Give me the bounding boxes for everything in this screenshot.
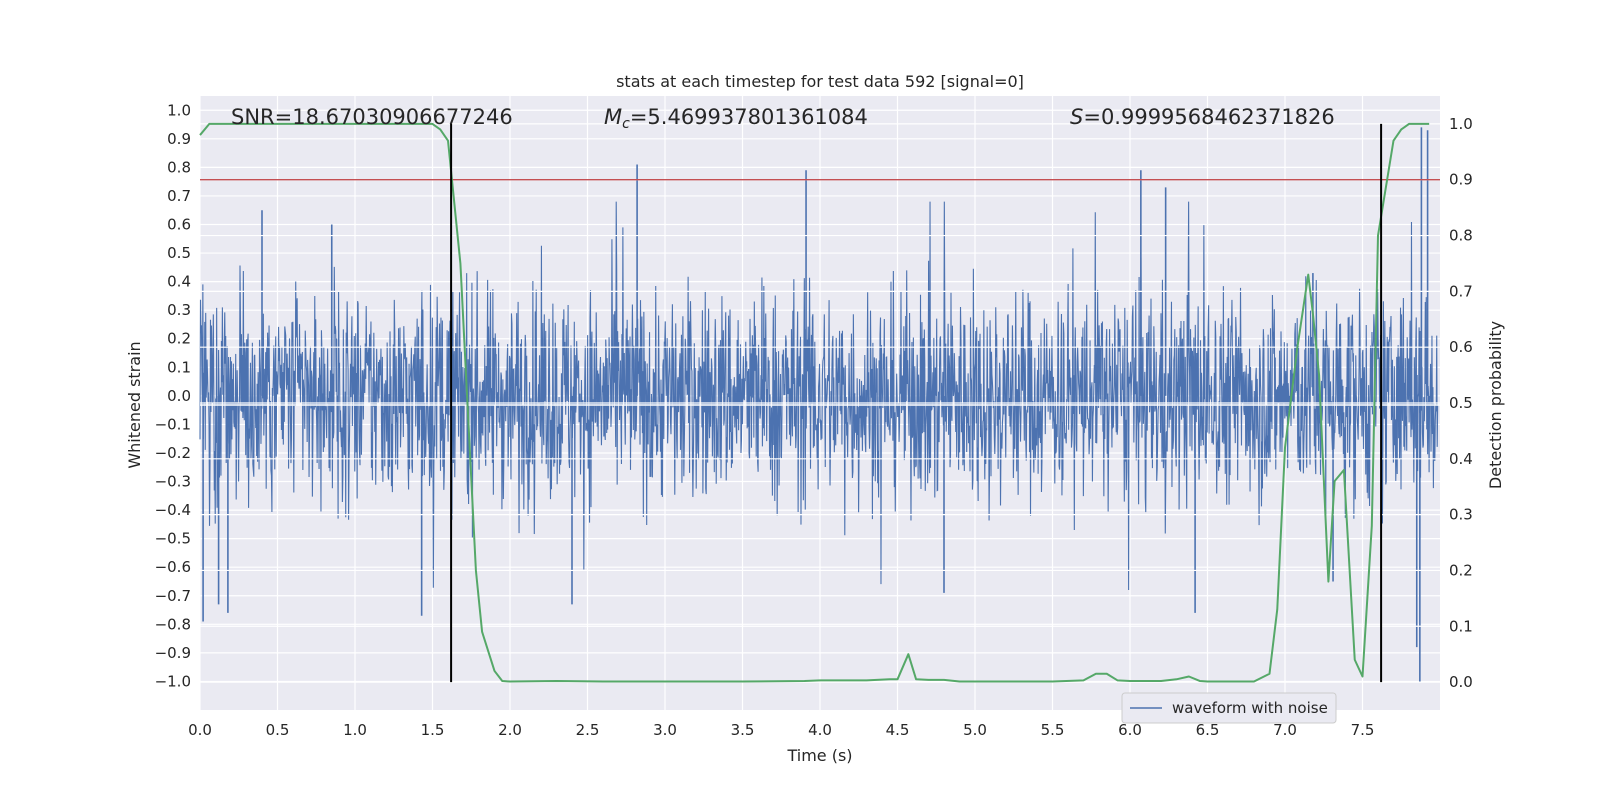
chirp-mass-annotation: Mc=5.469937801361084: [604, 105, 868, 132]
y-right-tick-label: 0.1: [1449, 617, 1473, 635]
y-left-tick-label: 0.9: [167, 130, 191, 148]
y-right-tick-label: 0.3: [1449, 506, 1473, 524]
x-tick-label: 1.0: [343, 721, 367, 739]
detection-probability-series: [199, 122, 1430, 683]
x-tick-label: 6.5: [1196, 721, 1220, 739]
y-left-tick-label: 0.0: [167, 387, 191, 405]
legend-label: waveform with noise: [1172, 699, 1328, 717]
y-right-tick-label: 0.7: [1449, 282, 1473, 300]
probability-line: [199, 122, 1430, 683]
y-axis-label-left: Whitened strain: [125, 341, 144, 468]
y-right-tick-label: 0.6: [1449, 338, 1473, 356]
tick-labels: 0.0 0.5 1.0 1.5 2.0 2.5 3.0 3.5 4.0 4.5 5.0 5.5 6.0 6…: [155, 101, 1473, 739]
y-left-tick-label: 1.0: [167, 101, 191, 119]
chirp-mass-value: =5.469937801361084: [630, 105, 868, 129]
x-tick-label: 7.0: [1273, 721, 1297, 739]
x-tick-label: 5.5: [1041, 721, 1065, 739]
score-value: =0.9999568462371826: [1083, 105, 1334, 129]
y-right-tick-label: 0.5: [1449, 394, 1473, 412]
legend: waveform with noise: [1121, 692, 1337, 724]
y-left-tick-label: 0.1: [167, 358, 191, 376]
vertical-marker-lines: [450, 123, 1383, 683]
y-left-tick-label: 0.8: [167, 158, 191, 176]
y-right-tick-label: 0.4: [1449, 450, 1473, 468]
chirp-mass-symbol: M: [604, 105, 622, 129]
chart-title: stats at each timestep for test data 592…: [616, 72, 1024, 91]
x-tick-label: 7.5: [1351, 721, 1375, 739]
y-left-tick-label: 0.3: [167, 301, 191, 319]
y-left-tick-label: −0.9: [155, 644, 191, 662]
y-right-tick-label: 0.0: [1449, 673, 1473, 691]
x-tick-label: 4.0: [808, 721, 832, 739]
y-axis-label-right: Detection probability: [1486, 321, 1505, 489]
x-tick-label: 2.0: [498, 721, 522, 739]
y-left-tick-label: −0.3: [155, 473, 191, 491]
x-tick-label: 4.5: [886, 721, 910, 739]
x-tick-label: 3.0: [653, 721, 677, 739]
y-left-tick-label: 0.5: [167, 244, 191, 262]
x-tick-label: 2.5: [576, 721, 600, 739]
y-left-tick-label: −0.7: [155, 587, 191, 605]
x-axis-label: Time (s): [786, 746, 852, 765]
x-tick-label: 0.5: [266, 721, 290, 739]
y-left-tick-label: −0.1: [155, 415, 191, 433]
score-annotation: S=0.9999568462371826: [1070, 105, 1335, 129]
legend-box: [1121, 692, 1337, 724]
y-right-tick-label: 1.0: [1449, 115, 1473, 133]
y-left-tick-label: 0.7: [167, 187, 191, 205]
y-left-tick-label: 0.4: [167, 273, 191, 291]
x-tick-label: 0.0: [188, 721, 212, 739]
x-tick-label: 1.5: [421, 721, 445, 739]
x-tick-label: 6.0: [1118, 721, 1142, 739]
y-right-tick-label: 0.8: [1449, 227, 1473, 245]
y-left-tick-label: −0.6: [155, 558, 191, 576]
y-left-tick-label: −0.5: [155, 530, 191, 548]
snr-annotation: SNR=18.67030906677246: [231, 105, 513, 129]
y-left-tick-label: 0.6: [167, 216, 191, 234]
y-left-tick-label: −0.2: [155, 444, 191, 462]
y-left-tick-label: 0.2: [167, 330, 191, 348]
chirp-mass-subscript: c: [622, 116, 630, 132]
y-right-tick-label: 0.9: [1449, 171, 1473, 189]
y-left-tick-label: −0.8: [155, 615, 191, 633]
x-tick-label: 5.0: [963, 721, 987, 739]
x-tick-label: 3.5: [731, 721, 755, 739]
y-right-tick-label: 0.2: [1449, 561, 1473, 579]
y-left-tick-label: −1.0: [155, 672, 191, 690]
score-symbol: S: [1070, 105, 1083, 129]
y-left-tick-label: −0.4: [155, 501, 191, 519]
